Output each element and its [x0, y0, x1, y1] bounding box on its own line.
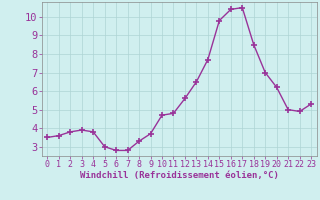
- X-axis label: Windchill (Refroidissement éolien,°C): Windchill (Refroidissement éolien,°C): [80, 171, 279, 180]
